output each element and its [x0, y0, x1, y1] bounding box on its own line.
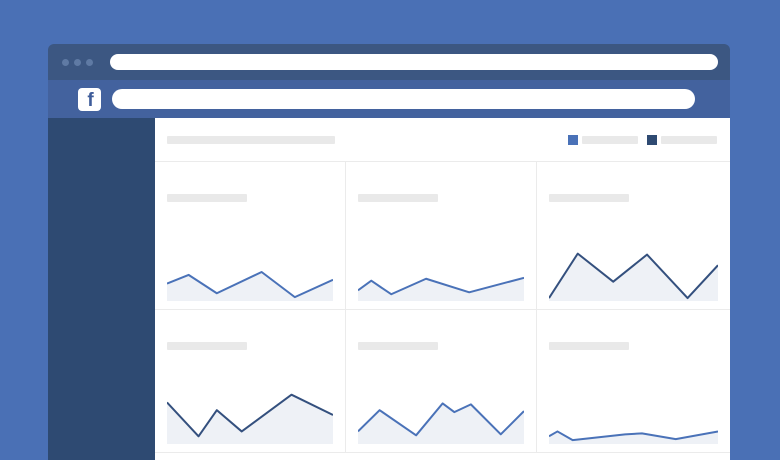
address-bar[interactable] — [110, 54, 718, 70]
window-control-dot-icon[interactable] — [62, 58, 69, 66]
legend-swatch-blue — [568, 134, 578, 145]
page-title-placeholder — [167, 135, 335, 144]
chart-legend — [568, 134, 717, 145]
sparkline-chart — [167, 243, 333, 301]
chart-card — [537, 310, 730, 453]
app-toolbar: f — [48, 80, 730, 118]
cards-grid — [155, 162, 730, 453]
sparkline-chart — [549, 386, 718, 444]
facebook-f-glyph: f — [87, 89, 94, 111]
chart-card — [155, 162, 346, 310]
window-controls — [62, 58, 93, 66]
legend-label-placeholder — [582, 135, 638, 144]
browser-titlebar — [48, 44, 730, 80]
card-title-placeholder — [549, 194, 629, 202]
legend-item[interactable] — [647, 134, 717, 145]
card-title-placeholder — [167, 194, 247, 202]
legend-label-placeholder — [661, 135, 717, 144]
facebook-logo-icon[interactable]: f — [78, 87, 101, 111]
chart-card — [155, 310, 346, 453]
sparkline-chart — [167, 386, 333, 444]
card-title-placeholder — [358, 342, 438, 350]
legend-item[interactable] — [568, 134, 638, 145]
chart-card — [346, 162, 537, 310]
sparkline-chart — [549, 243, 718, 301]
main-content — [155, 118, 730, 460]
window-control-dot-icon[interactable] — [86, 58, 93, 66]
search-input[interactable] — [112, 89, 695, 109]
chart-card — [537, 162, 730, 310]
legend-swatch-navy — [647, 134, 657, 145]
card-title-placeholder — [358, 194, 438, 202]
sparkline-chart — [358, 386, 524, 444]
content-header — [155, 118, 730, 162]
chart-card — [346, 310, 537, 453]
window-control-dot-icon[interactable] — [74, 58, 81, 66]
browser-window: f — [48, 44, 730, 460]
sparkline-chart — [358, 243, 524, 301]
window-body — [48, 118, 730, 460]
sidebar-nav — [48, 118, 155, 460]
card-title-placeholder — [167, 342, 247, 350]
card-title-placeholder — [549, 342, 629, 350]
